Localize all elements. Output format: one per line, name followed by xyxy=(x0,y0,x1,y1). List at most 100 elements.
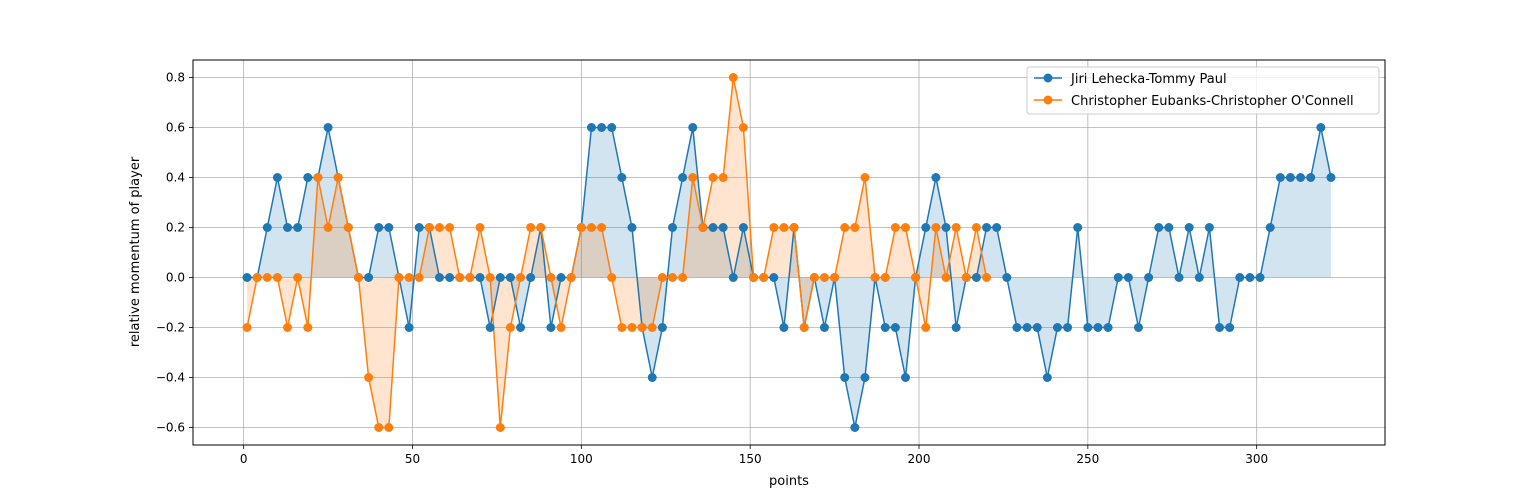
series-0-point xyxy=(951,323,961,332)
legend-marker-1 xyxy=(1043,95,1053,105)
series-0-point xyxy=(1032,323,1042,332)
series-1-point xyxy=(262,273,272,282)
series-0-point xyxy=(546,323,556,332)
series-0-point xyxy=(1235,273,1245,282)
series-1-point xyxy=(880,273,890,282)
series-1-point xyxy=(850,223,860,232)
series-1-line xyxy=(246,76,988,429)
series-1-point xyxy=(333,173,343,182)
plot-frame xyxy=(192,59,1386,446)
y-tick-label: −0.2 xyxy=(156,321,185,335)
legend: Jiri Lehecka-Tommy Paul Christopher Euba… xyxy=(1026,66,1380,115)
series-0-point xyxy=(1164,223,1174,232)
series-1-point xyxy=(921,323,931,332)
series-1-point xyxy=(728,73,738,82)
series-0-point xyxy=(840,373,850,382)
series-0-point xyxy=(1052,323,1062,332)
series-0-point xyxy=(435,273,445,282)
series-0-point xyxy=(1103,323,1113,332)
marker-layer xyxy=(242,73,1336,432)
series-1-point xyxy=(485,273,495,282)
series-0-point xyxy=(850,423,860,432)
series-1-point xyxy=(516,273,526,282)
series-0-point xyxy=(627,223,637,232)
series-0-point xyxy=(526,273,536,282)
series-0-point xyxy=(900,373,910,382)
series-0-point xyxy=(1296,173,1306,182)
series-0-point xyxy=(556,273,566,282)
series-0-point xyxy=(1306,173,1316,182)
series-0-point xyxy=(1285,173,1295,182)
series-0-point xyxy=(1063,323,1073,332)
series-0-point xyxy=(1194,273,1204,282)
series-0-point xyxy=(668,223,678,232)
series-0-point xyxy=(657,323,667,332)
series-0-point xyxy=(495,273,505,282)
series-0-point xyxy=(445,273,455,282)
series-1-point xyxy=(343,223,353,232)
series-0-point xyxy=(769,273,779,282)
series-0-point xyxy=(1113,273,1123,282)
series-1-point xyxy=(799,323,809,332)
series-1-point xyxy=(242,323,252,332)
series-0-point xyxy=(1184,223,1194,232)
series-1-point xyxy=(911,273,921,282)
series-1-point xyxy=(283,323,293,332)
series-0-point xyxy=(1093,323,1103,332)
series-1-point xyxy=(364,373,374,382)
series-0-point xyxy=(819,323,829,332)
series-0-point xyxy=(941,223,951,232)
series-1-point xyxy=(890,223,900,232)
series-0-point xyxy=(678,173,688,182)
series-0-point xyxy=(1133,323,1143,332)
series-0-point xyxy=(597,123,607,132)
series-1-point xyxy=(272,273,282,282)
series-0-point xyxy=(921,223,931,232)
x-tick-label: 100 xyxy=(570,452,593,466)
series-0-point xyxy=(931,173,941,182)
x-tick-label: 150 xyxy=(739,452,762,466)
series-0-point xyxy=(303,173,313,182)
y-tick-label: −0.4 xyxy=(156,371,185,385)
series-0-point xyxy=(1154,223,1164,232)
series-0-point xyxy=(1002,273,1012,282)
series-1-point xyxy=(860,173,870,182)
series-1-point xyxy=(627,323,637,332)
series-0-point xyxy=(586,123,596,132)
series-0-point xyxy=(485,323,495,332)
series-1-point xyxy=(738,123,748,132)
series-1-point xyxy=(505,323,515,332)
series-0-point xyxy=(1123,273,1133,282)
series-0-point xyxy=(1144,273,1154,282)
series-0-point xyxy=(860,373,870,382)
series-1-point xyxy=(961,273,971,282)
series-1-point xyxy=(941,273,951,282)
series-0-point xyxy=(1326,173,1336,182)
series-1-point xyxy=(556,323,566,332)
fill-layer xyxy=(247,77,1331,428)
series-1-point xyxy=(566,273,576,282)
series-1-point xyxy=(455,273,465,282)
series-1-point xyxy=(840,223,850,232)
y-axis-label: relative momentum of player xyxy=(128,156,143,347)
series-1-point xyxy=(607,273,617,282)
series-1-point xyxy=(708,173,718,182)
series-1-point xyxy=(688,173,698,182)
series-1-point xyxy=(404,273,414,282)
series-1-point xyxy=(384,423,394,432)
x-tick-label: 200 xyxy=(908,452,931,466)
series-1-point xyxy=(374,423,384,432)
series-1-point xyxy=(971,223,981,232)
series-1-point xyxy=(982,273,992,282)
series-1-point xyxy=(495,423,505,432)
series-0-point xyxy=(374,223,384,232)
x-tick-label: 50 xyxy=(405,452,420,466)
series-0-point xyxy=(890,323,900,332)
series-1-point xyxy=(353,273,363,282)
series-1-point xyxy=(749,273,759,282)
series-0-point xyxy=(1174,273,1184,282)
legend-label-1: Christopher Eubanks-Christopher O'Connel… xyxy=(1071,94,1354,109)
series-0-point xyxy=(283,223,293,232)
series-0-point xyxy=(728,273,738,282)
